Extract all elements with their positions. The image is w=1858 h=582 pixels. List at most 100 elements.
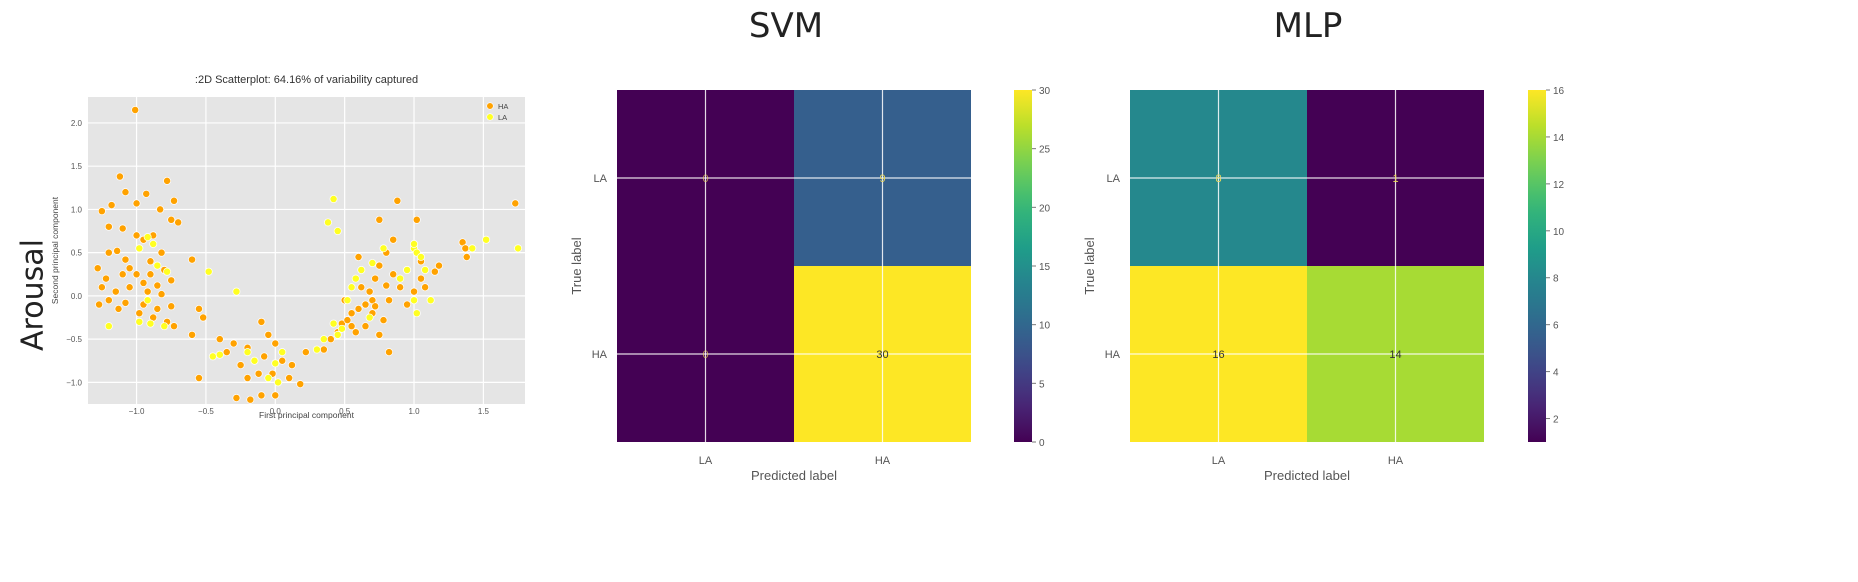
scatter-point-la xyxy=(149,240,158,248)
scatter-point-ha xyxy=(132,231,141,240)
scatter-point-ha xyxy=(118,270,127,279)
scatter-point-ha xyxy=(301,348,310,357)
scatter-point-ha xyxy=(461,244,470,253)
mlp-x-tick-label: HA xyxy=(1388,455,1404,467)
scatter-y-tick-label: 2.0 xyxy=(71,119,83,128)
scatter-point-ha xyxy=(343,316,352,325)
svm-cell-label: 0 xyxy=(702,173,708,185)
scatter-point-ha xyxy=(375,261,384,270)
scatter-point-ha xyxy=(113,246,122,255)
scatter-point-ha xyxy=(379,316,388,325)
scatter-point-ha xyxy=(132,199,141,208)
mlp-y-tick-label: LA xyxy=(1107,173,1121,185)
scatter-point-ha xyxy=(125,264,134,273)
scatter-point-ha xyxy=(97,207,106,216)
scatter-point-ha xyxy=(257,391,266,400)
scatter-point-ha xyxy=(215,335,224,344)
scatter-point-la xyxy=(232,287,241,296)
svm-colorbar-tick-label: 5 xyxy=(1039,379,1045,390)
scatter-y-axis-label: Second principal component xyxy=(50,196,60,304)
svm-y-tick-label: LA xyxy=(594,173,608,185)
scatter-point-la xyxy=(412,309,421,318)
mlp-cell-label: 14 xyxy=(1389,349,1401,361)
svm-colorbar-tick-label: 15 xyxy=(1039,262,1051,273)
legend-marker-ha xyxy=(486,102,494,110)
scatter-point-ha xyxy=(371,274,380,283)
scatter-point-ha xyxy=(195,304,203,313)
scatter-point-ha xyxy=(95,300,104,309)
scatter-point-ha xyxy=(163,176,172,185)
scatter-point-la xyxy=(324,218,332,227)
scatter-point-la xyxy=(514,244,523,253)
scatter-point-ha xyxy=(157,290,166,299)
scatter-point-ha xyxy=(351,328,360,337)
scatter-point-ha xyxy=(143,287,152,296)
svm-colorbar-tick-label: 20 xyxy=(1039,203,1051,214)
scatter-point-ha xyxy=(347,322,356,331)
mlp-x-tick-label: LA xyxy=(1212,455,1226,467)
svm-colorbar xyxy=(1014,90,1032,442)
scatter-point-la xyxy=(410,296,418,305)
scatter-point-ha xyxy=(156,205,165,214)
scatter-point-la xyxy=(104,322,113,331)
scatter-point-ha xyxy=(385,348,393,357)
scatter-point-ha xyxy=(319,345,328,354)
scatter-point-ha xyxy=(153,304,162,313)
svm-x-tick-label: LA xyxy=(699,455,713,467)
scatter-point-ha xyxy=(271,339,280,348)
scatter-point-ha xyxy=(403,300,412,309)
scatter-point-la xyxy=(319,335,328,344)
scatter-point-ha xyxy=(188,330,196,339)
scatter-x-tick-label: −1.0 xyxy=(129,407,145,416)
scatter-point-ha xyxy=(354,253,363,261)
svm-colorbar-tick-label: 0 xyxy=(1039,438,1045,449)
scatter-point-ha xyxy=(199,313,208,322)
mlp-colorbar-tick-label: 12 xyxy=(1553,180,1565,191)
scatter-point-ha xyxy=(236,361,245,370)
scatter-point-ha xyxy=(412,215,421,224)
scatter-point-la xyxy=(333,227,342,235)
scatter-point-la xyxy=(143,296,152,305)
scatter-point-ha xyxy=(167,215,176,224)
scatter-point-ha xyxy=(361,300,370,309)
svm-x-axis-label: Predicted label xyxy=(751,468,837,483)
scatter-point-ha xyxy=(142,189,151,198)
scatter-point-ha xyxy=(102,274,110,283)
scatter-point-ha xyxy=(114,304,123,313)
scatter-point-ha xyxy=(139,278,148,287)
scatter-point-la xyxy=(208,352,217,361)
scatter-point-la xyxy=(357,266,366,274)
scatter-point-ha xyxy=(264,330,273,339)
svm-colorbar-tick-label: 30 xyxy=(1039,86,1051,97)
mlp-y-axis-label: True label xyxy=(1082,237,1097,294)
mlp-colorbar-tick-label: 6 xyxy=(1553,321,1559,332)
scatter-point-ha xyxy=(132,270,141,279)
scatter-point-ha xyxy=(153,281,162,290)
scatter-point-ha xyxy=(232,393,241,402)
scatter-y-tick-label: −1.0 xyxy=(66,378,82,387)
scatter-point-la xyxy=(160,322,169,331)
scatter-point-ha xyxy=(246,395,255,404)
scatter-point-ha xyxy=(121,255,130,264)
legend-label-la: LA xyxy=(498,113,507,122)
mlp-colorbar-tick-label: 8 xyxy=(1553,274,1559,285)
scatter-point-ha xyxy=(382,281,391,290)
scatter-point-ha xyxy=(135,309,144,318)
scatter-point-la xyxy=(333,330,342,339)
scatter-x-tick-label: 0.5 xyxy=(339,407,351,416)
scatter-point-ha xyxy=(271,391,280,400)
scatter-point-ha xyxy=(375,215,384,224)
mlp-colorbar-tick-label: 2 xyxy=(1553,415,1559,426)
scatter-point-ha xyxy=(104,296,113,305)
scatter-point-ha xyxy=(357,283,366,292)
scatter-point-la xyxy=(417,253,425,261)
scatter-point-ha xyxy=(389,235,398,244)
scatter-point-ha xyxy=(511,199,520,208)
scatter-point-ha xyxy=(229,339,238,348)
scatter-point-ha xyxy=(118,224,127,233)
scatter-point-la xyxy=(312,345,321,354)
svm-y-tick-label: HA xyxy=(592,349,608,361)
scatter-point-la xyxy=(274,378,283,387)
scatter-x-axis-label: First principal component xyxy=(259,410,355,420)
scatter-plot-area xyxy=(88,97,525,404)
